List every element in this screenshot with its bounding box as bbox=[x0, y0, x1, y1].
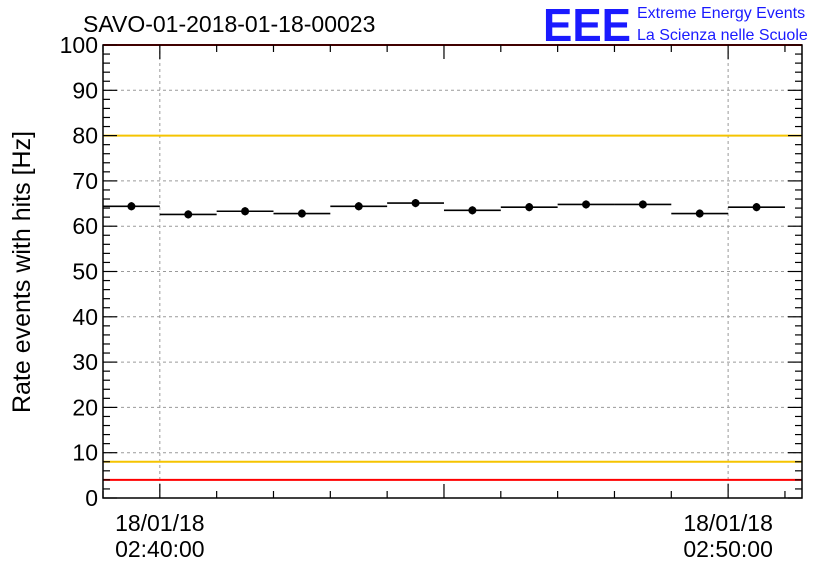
y-tick-label: 10 bbox=[72, 440, 98, 466]
y-tick-label: 50 bbox=[72, 259, 98, 285]
data-points bbox=[103, 199, 785, 219]
x-tick-label-time: 02:40:00 bbox=[115, 536, 205, 562]
y-tick-label: 80 bbox=[72, 123, 98, 149]
y-axis-label: Rate events with hits [Hz] bbox=[8, 131, 36, 413]
x-tick-label-time: 02:50:00 bbox=[683, 536, 773, 562]
tick-labels: 010203040506070809010018/01/1802:40:0018… bbox=[60, 32, 773, 562]
grid-layer bbox=[103, 45, 802, 498]
data-point bbox=[127, 202, 136, 211]
y-tick-label: 70 bbox=[72, 168, 98, 194]
data-point bbox=[582, 200, 591, 209]
data-point bbox=[184, 210, 193, 219]
logo-line-1: Extreme Energy Events bbox=[637, 5, 805, 22]
reference-lines bbox=[103, 44, 802, 481]
logo-letters: EEE bbox=[543, 0, 631, 51]
x-tick-label-date: 18/01/18 bbox=[683, 510, 773, 536]
y-tick-label: 30 bbox=[72, 349, 98, 375]
data-point bbox=[695, 209, 704, 218]
data-point bbox=[297, 209, 306, 218]
data-point bbox=[525, 203, 534, 212]
y-tick-label: 20 bbox=[72, 394, 98, 420]
chart-title: SAVO-01-2018-01-18-00023 bbox=[83, 11, 375, 37]
eee-logo: EEE Extreme Energy Events La Scienza nel… bbox=[543, 0, 808, 51]
logo-line-2: La Scienza nelle Scuole bbox=[637, 27, 808, 44]
y-tick-label: 0 bbox=[85, 485, 98, 511]
y-tick-label: 40 bbox=[72, 304, 98, 330]
data-point bbox=[354, 202, 363, 211]
y-tick-label: 60 bbox=[72, 213, 98, 239]
x-tick-label-date: 18/01/18 bbox=[115, 510, 205, 536]
data-point bbox=[468, 206, 477, 215]
axis-ticks bbox=[102, 44, 802, 499]
data-point bbox=[411, 199, 420, 208]
data-point bbox=[752, 203, 761, 212]
y-tick-label: 100 bbox=[60, 32, 98, 58]
y-tick-label: 90 bbox=[72, 77, 98, 103]
data-point bbox=[638, 200, 647, 209]
data-point bbox=[241, 207, 250, 216]
